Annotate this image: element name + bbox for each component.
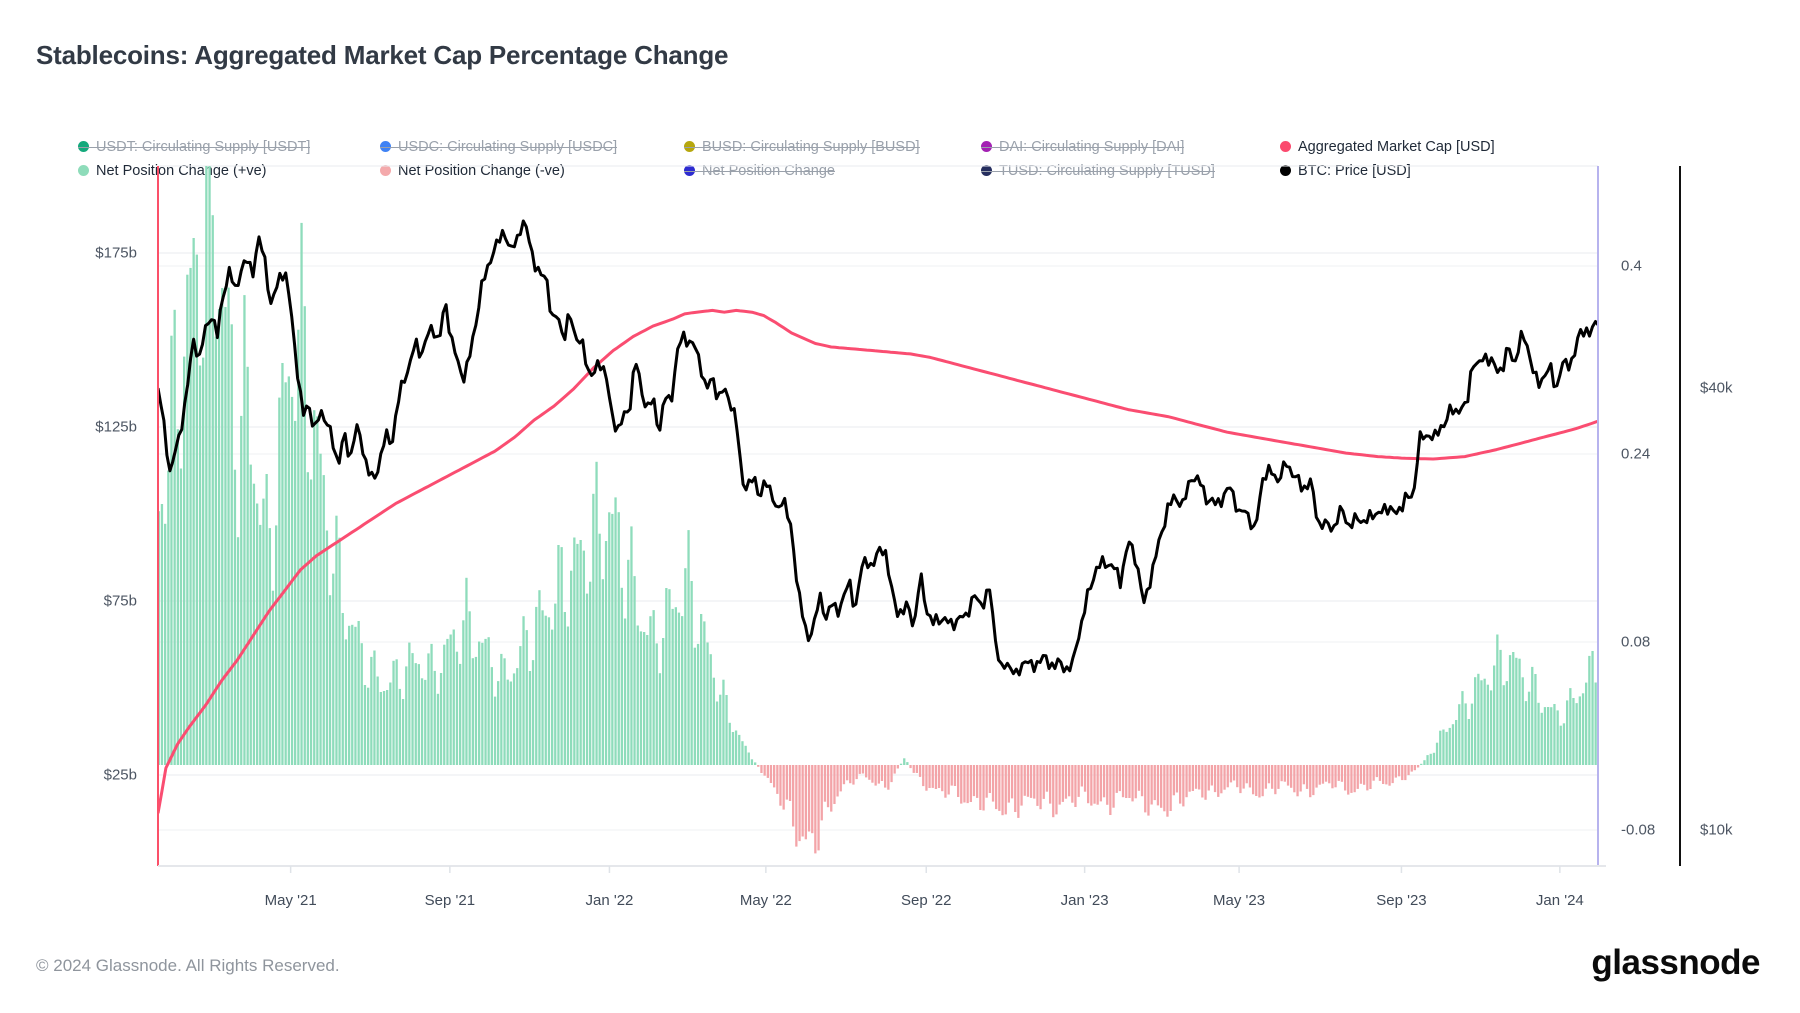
x-axis-tick: Jan '24 [1535,892,1584,909]
legend-item-usdt-supply[interactable]: USDT: Circulating Supply [USDT] [78,136,311,157]
y-axis-ratio-tick: -0.08 [1621,821,1656,839]
axis-lines [157,166,1681,873]
btc-price-dot-icon [1280,165,1291,176]
x-axis-tick: May '23 [1213,892,1266,909]
x-axis-tick: Jan '23 [1060,892,1109,909]
glassnode-logo[interactable]: glassnode [1591,943,1760,982]
legend-item-label: Aggregated Market Cap [USD] [1298,138,1495,155]
x-axis-tick: Sep '22 [901,892,952,909]
x-axis-tick: Sep '23 [1376,892,1427,909]
net-position-change-bars [158,166,1598,854]
legend-item-aggregated-market-cap[interactable]: Aggregated Market Cap [USD] [1280,136,1495,157]
y-axis-usd-tick: $75b [103,592,137,610]
net-position-change-pos-dot-icon [78,165,89,176]
net-position-change-neg-dot-icon [380,165,391,176]
y-axis-usd-tick: $25b [103,766,137,784]
y-axis-ratio-tick: 0.24 [1621,445,1651,463]
x-axis-tick: May '22 [739,892,792,909]
y-axis-usd-tick: $125b [95,418,137,436]
y-axis-btc-tick: $40k [1700,379,1733,397]
y-axis-btc-tick: $10k [1700,821,1733,839]
btc-price-line [158,219,1598,677]
copyright-text: © 2024 Glassnode. All Rights Reserved. [36,956,340,975]
x-axis-tick: May '21 [264,892,317,909]
y-axis-usd-tick: $175b [95,244,137,262]
y-axis-ratio-tick: 0.08 [1621,633,1651,651]
aggregated-market-cap-dot-icon [1280,141,1291,152]
aggregated-market-cap-line [158,308,1598,814]
legend-item-busd-supply[interactable]: BUSD: Circulating Supply [BUSD] [684,136,920,157]
legend-item-usdc-supply[interactable]: USDC: Circulating Supply [USDC] [380,136,618,157]
legend-item-dai-supply[interactable]: DAI: Circulating Supply [DAI] [981,136,1185,157]
x-axis-tick: Sep '21 [424,892,476,909]
page-title: Stablecoins: Aggregated Market Cap Perce… [36,40,729,70]
x-axis-tick: Jan '22 [585,892,634,909]
y-axis-ratio-tick: 0.4 [1621,257,1642,275]
